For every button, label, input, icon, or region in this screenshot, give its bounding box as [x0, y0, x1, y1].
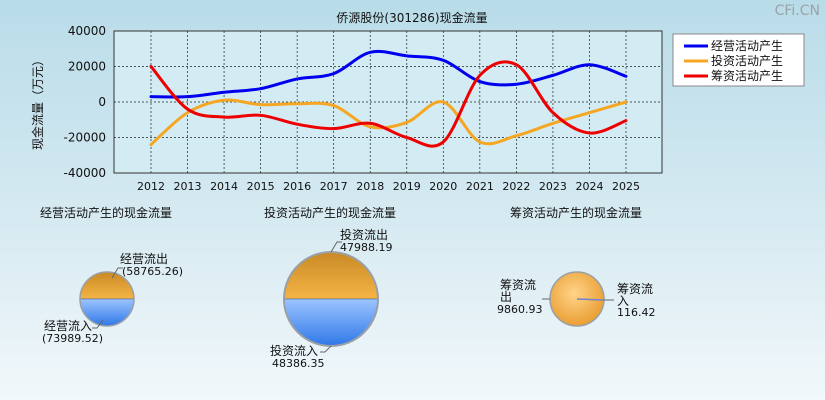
x-tick-label: 2014	[210, 180, 238, 193]
x-tick-label: 2020	[429, 180, 457, 193]
pie-slice-investing-outflow	[283, 251, 379, 300]
x-tick-label: 2019	[393, 180, 421, 193]
grid-lines	[114, 31, 662, 173]
x-tick-label: 2015	[247, 180, 275, 193]
pie-slice-financing-inflow	[576, 298, 605, 301]
pie-investing: 投资流出 47988.19 投资流入 48386.35	[270, 227, 393, 370]
leader-line-investing-inflow	[320, 345, 332, 353]
main-chart-title: 侨源股份(301286)现金流量	[336, 10, 487, 25]
x-tick-label: 2021	[466, 180, 494, 193]
x-tick-label: 2022	[502, 180, 530, 193]
x-axis: 2012 2013 2014 2015 2016 2017 2018 2019 2020 2021…	[137, 180, 640, 193]
watermark-text: CFi.CN	[775, 3, 820, 19]
x-tick-label: 2018	[356, 180, 384, 193]
x-tick-label: 2016	[283, 180, 311, 193]
label-financing-outflow: 筹资流出	[500, 278, 536, 304]
series-line-investing	[149, 98, 628, 147]
x-tick-label: 2025	[612, 180, 640, 193]
series-line-financing	[149, 60, 628, 148]
pie-rim-operating	[79, 271, 135, 327]
y-tick-label: 40000	[68, 24, 106, 38]
pie-operating: 经营流出 (58765.26) 经营流入 (73989.52)	[42, 252, 183, 345]
label-operating-inflow: 经营流入	[44, 319, 92, 333]
series-lines	[149, 49, 628, 148]
y-tick-label: 20000	[68, 60, 106, 74]
label-financing-inflow: 筹资流入	[617, 282, 653, 308]
value-investing-inflow: 48386.35	[272, 357, 325, 370]
legend-label-investing: 投资活动产生	[711, 53, 783, 68]
value-financing-outflow: 9860.93	[497, 303, 543, 316]
pie-slice-investing-inflow	[283, 298, 379, 347]
y-tick-label: -40000	[63, 166, 106, 180]
x-tick-label: 2013	[174, 180, 202, 193]
label-investing-inflow: 投资流入	[270, 343, 318, 358]
legend-label-financing: 筹资活动产生	[711, 69, 783, 83]
series-line-operating	[149, 49, 628, 99]
legend-label-operating: 经营活动产生	[711, 39, 783, 53]
x-tick-label: 2024	[575, 180, 603, 193]
pie-financing: 筹资流出 9860.93 筹资流入 116.42	[497, 271, 656, 327]
y-axis: 40000 20000 0 -20000 -40000	[63, 24, 106, 180]
pie-title-operating: 经营活动产生的现金流量	[40, 205, 172, 220]
label-operating-outflow: 经营流出	[120, 252, 168, 266]
pie-title-investing: 投资活动产生的现金流量	[264, 205, 396, 220]
x-tick-label: 2012	[137, 180, 165, 193]
leader-line-operating-inflow	[92, 319, 104, 329]
y-tick-label: -20000	[63, 131, 106, 145]
x-tick-label: 2017	[320, 180, 348, 193]
value-operating-inflow: (73989.52)	[42, 332, 103, 345]
y-tick-label: 0	[98, 95, 106, 109]
legend: 经营活动产生 投资活动产生 筹资活动产生	[672, 33, 805, 87]
value-investing-outflow: 47988.19	[340, 241, 393, 254]
leader-line-operating-outflow	[111, 267, 123, 279]
y-axis-label: 现金流量（万元）	[30, 54, 45, 150]
value-financing-inflow: 116.42	[617, 306, 656, 319]
value-operating-outflow: (58765.26)	[122, 265, 183, 278]
leader-line-investing-outflow	[330, 241, 342, 253]
label-investing-outflow: 投资流出	[340, 227, 388, 242]
x-tick-label: 2023	[539, 180, 567, 193]
pie-title-financing: 筹资活动产生的现金流量	[510, 205, 642, 220]
